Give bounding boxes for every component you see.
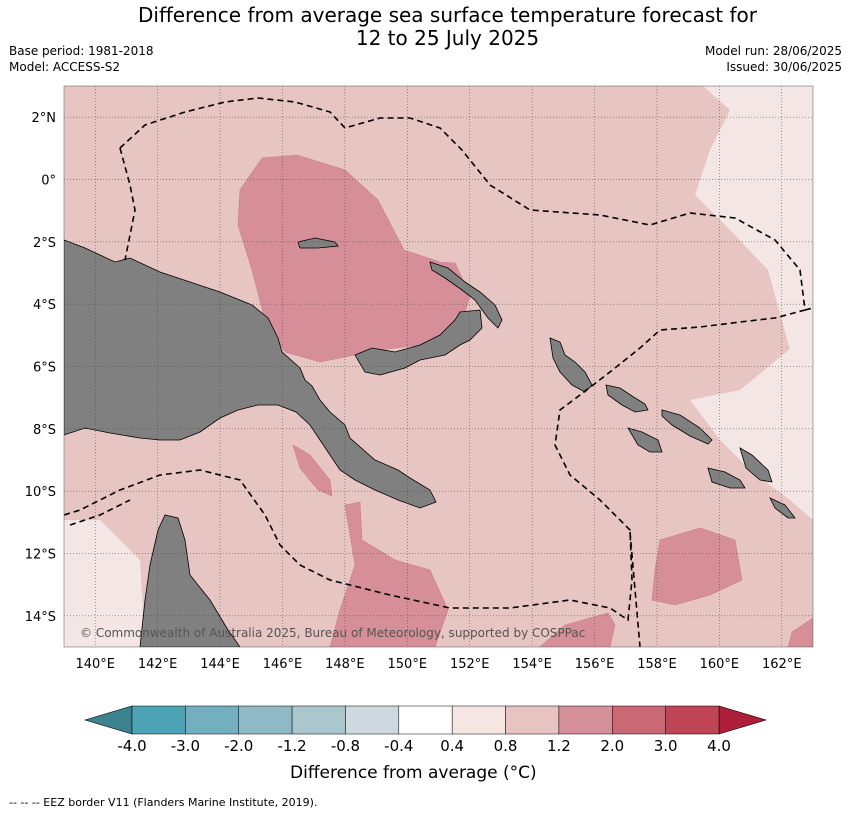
footer-note: -- -- -- EEZ border V11 (Flanders Marine… — [9, 796, 318, 809]
copyright-notice: © Commonwealth of Australia 2025, Bureau… — [80, 626, 585, 640]
new-britain-island — [354, 309, 483, 376]
colorbar-segment — [398, 705, 453, 735]
colorbar-segment — [238, 705, 293, 735]
latitude-label: 6°S — [33, 361, 56, 376]
meta-right: Model run: 28/06/2025 Issued: 30/06/2025 — [705, 43, 842, 75]
colorbar-tick-label: -4.0 — [117, 737, 146, 755]
colorbar-tick-labels: -4.0 -3.0 -2.0 -1.2 -0.8 -0.4 0.4 0.8 1.2 2.0 3.0 4… — [117, 737, 731, 755]
low-anomaly-southeast — [690, 330, 813, 520]
colorbar-segment — [131, 705, 186, 735]
issued-date: Issued: 30/06/2025 — [726, 60, 842, 74]
latitude-label: 8°S — [33, 423, 56, 438]
colorbar-segment — [558, 705, 613, 735]
new-guinea-island — [64, 239, 437, 509]
model-name: Model: ACCESS-S2 — [9, 60, 121, 74]
longitude-label: 142°E — [138, 657, 178, 672]
high-anomaly-coral-sea — [329, 501, 449, 647]
colorbar-tick-label: -3.0 — [171, 737, 200, 755]
high-anomaly-gulf — [292, 444, 333, 497]
colorbar-segment — [291, 705, 346, 735]
solomon-island-4 — [707, 467, 746, 489]
longitude-label: 154°E — [512, 657, 552, 672]
colorbar-segment — [345, 705, 400, 735]
longitude-label: 148°E — [325, 657, 365, 672]
colorbar-over-arrow — [718, 705, 768, 735]
colorbar-under-arrow — [83, 705, 133, 735]
latitude-label: 10°S — [25, 485, 56, 500]
latitude-label: 14°S — [25, 610, 56, 625]
colorbar-tick-label: -0.8 — [331, 737, 360, 755]
low-anomaly-southwest — [64, 520, 145, 647]
new-ireland-island — [429, 261, 503, 329]
longitude-label: 150°E — [388, 657, 428, 672]
latitude-label: 2°S — [33, 236, 56, 251]
map-gridlines — [64, 86, 813, 647]
vanuatu-island-2 — [769, 497, 796, 519]
latitude-label: 0° — [41, 174, 56, 189]
longitude-labels: 140°E 142°E 144°E 146°E 148°E 150°E 152°E 154°E… — [75, 657, 801, 672]
colorbar-tick-label: 0.4 — [440, 737, 464, 755]
longitude-label: 162°E — [762, 657, 802, 672]
colorbar-tick-label: -1.2 — [277, 737, 306, 755]
colorbar-segment — [612, 705, 666, 735]
title-line-1: Difference from average sea surface temp… — [137, 3, 757, 27]
solomon-island-1 — [605, 384, 649, 413]
title-line-2: 12 to 25 July 2025 — [355, 26, 540, 50]
meta-left: Base period: 1981-2018 Model: ACCESS-S2 — [9, 43, 154, 75]
colorbar-segment — [451, 705, 506, 735]
map-frame — [63, 85, 814, 648]
longitude-label: 158°E — [637, 657, 677, 672]
cape-york-peninsula — [139, 514, 241, 647]
solomon-island-2 — [661, 409, 713, 445]
high-anomaly-corner — [787, 617, 813, 647]
colorbar-tick-label: 3.0 — [654, 737, 678, 755]
colorbar-tick-label: 0.8 — [494, 737, 518, 755]
colorbar-tick-label: -2.0 — [224, 737, 253, 755]
high-anomaly-east — [651, 527, 743, 606]
high-anomaly-solomon-sea — [539, 612, 616, 647]
longitude-label: 156°E — [575, 657, 615, 672]
colorbar-tick-label: 4.0 — [707, 737, 731, 755]
manus-island — [297, 237, 339, 249]
longitude-label: 160°E — [700, 657, 740, 672]
solomon-island-3 — [627, 427, 663, 453]
colorbar — [83, 705, 768, 735]
colorbar-tick-label: 1.2 — [547, 737, 571, 755]
colorbar-title: Difference from average (°C) — [290, 763, 537, 783]
latitude-label: 2°N — [32, 111, 57, 126]
longitude-label: 140°E — [75, 657, 115, 672]
longitude-label: 146°E — [263, 657, 303, 672]
colorbar-tick-label: 2.0 — [600, 737, 624, 755]
longitude-label: 152°E — [450, 657, 490, 672]
eez-border-png — [64, 97, 806, 622]
eez-border-sw — [69, 499, 131, 526]
vanuatu-island — [739, 447, 773, 483]
low-anomaly-east — [695, 86, 813, 380]
eez-border-west — [119, 147, 136, 261]
latitude-labels: 2°N 0° 2°S 4°S 6°S 8°S 10°S 12°S 14°S — [25, 111, 56, 625]
colorbar-segment — [185, 705, 239, 735]
chart-title: Difference from average sea surface temp… — [0, 4, 850, 50]
longitude-label: 144°E — [200, 657, 240, 672]
colorbar-segment — [665, 705, 720, 735]
base-period: Base period: 1981-2018 — [9, 44, 154, 58]
latitude-label: 4°S — [33, 298, 56, 313]
model-run: Model run: 28/06/2025 — [704, 44, 842, 58]
latitude-label: 12°S — [25, 548, 56, 563]
colorbar-tick-label: -0.4 — [384, 737, 413, 755]
eez-border-east — [804, 307, 813, 311]
colorbar-segment — [505, 705, 560, 735]
